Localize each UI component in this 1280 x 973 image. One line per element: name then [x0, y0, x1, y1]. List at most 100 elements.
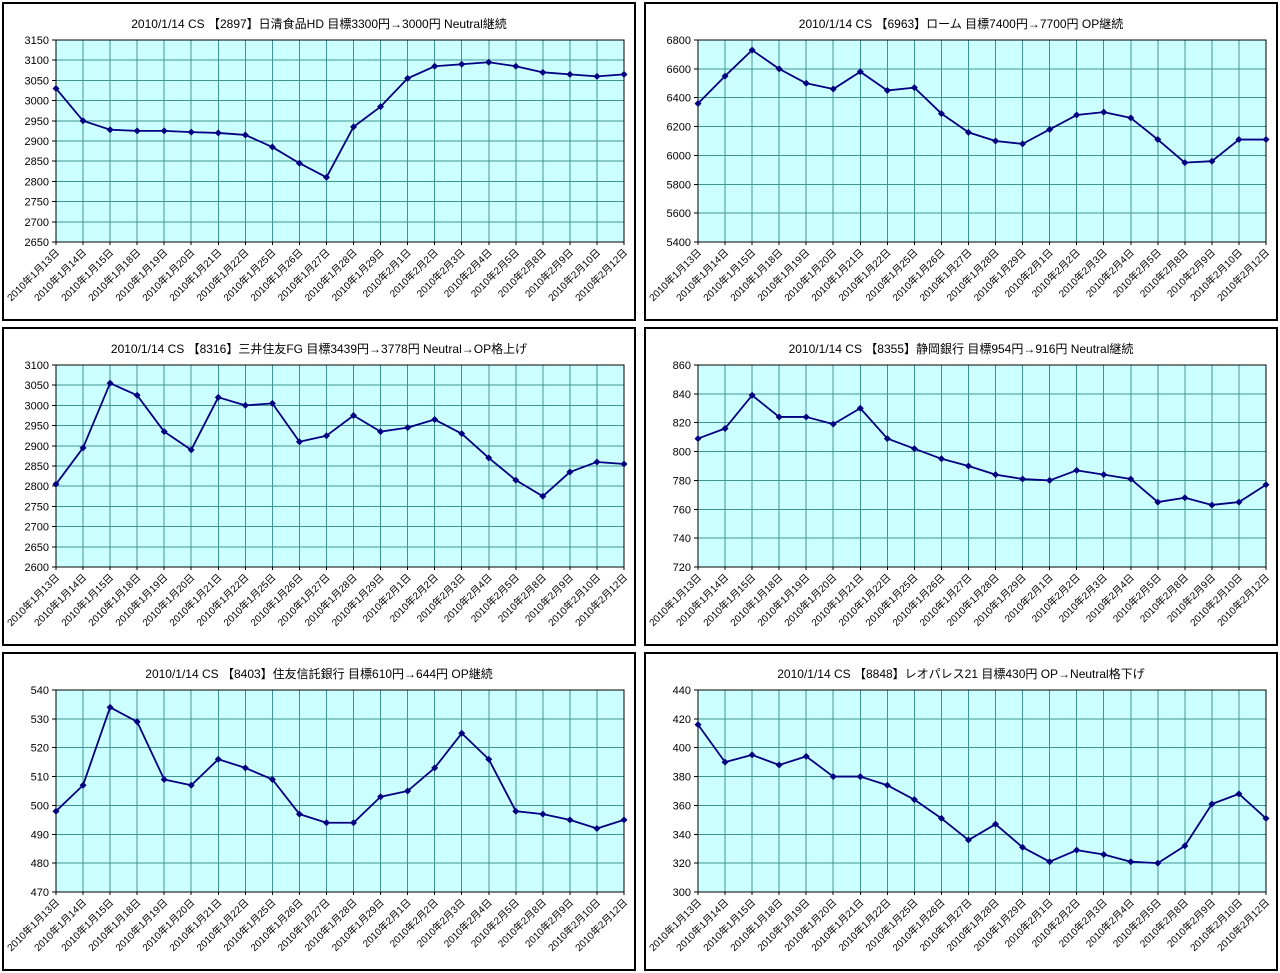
data-point-marker	[187, 128, 195, 136]
data-point-marker	[1019, 140, 1027, 148]
data-point-marker	[377, 103, 385, 111]
svg-text:2600: 2600	[25, 562, 49, 574]
svg-text:860: 860	[673, 360, 691, 372]
chart-title-8848: 2010/1/14 CS 【8848】レオパレス21 目標430円 OP→Neu…	[777, 667, 1145, 681]
y-axis-labels: 720 740 760 780 800 820 840 860	[673, 360, 691, 574]
svg-text:470: 470	[31, 887, 49, 899]
data-point-marker	[694, 435, 702, 443]
y-axis-labels: 470 480 490 500 510 520 530 540	[31, 685, 49, 899]
data-point-marker	[748, 751, 756, 759]
svg-text:2750: 2750	[25, 197, 49, 209]
data-point-marker	[322, 173, 330, 181]
axis-ticks	[52, 39, 625, 245]
data-point-marker	[1073, 466, 1081, 474]
svg-text:3100: 3100	[25, 55, 49, 67]
data-point-marker	[620, 460, 628, 468]
svg-text:3050: 3050	[25, 75, 49, 87]
series-markers	[694, 391, 1270, 509]
svg-text:2650: 2650	[25, 542, 49, 554]
data-point-marker	[512, 807, 520, 815]
svg-text:840: 840	[673, 389, 691, 401]
data-point-marker	[1100, 471, 1108, 479]
line-chart-2897: 2650 2700 2750 2800 2850 2900 2950 3000 3050 3100…	[4, 35, 630, 304]
x-axis-labels: 2010年1月13日2010年1月14日2010年1月15日2010年1月18日…	[646, 246, 1272, 304]
data-point-marker	[295, 438, 303, 446]
data-point-marker	[1208, 157, 1216, 165]
svg-text:530: 530	[31, 714, 49, 726]
data-point-marker	[1181, 494, 1189, 502]
data-point-marker	[964, 462, 972, 470]
data-point-marker	[79, 444, 87, 452]
plot-border	[697, 689, 1267, 893]
data-point-marker	[214, 129, 222, 137]
series-markers	[52, 379, 628, 500]
data-point-marker	[566, 70, 574, 78]
data-point-marker	[404, 74, 412, 82]
data-point-marker	[295, 159, 303, 167]
series-line	[697, 49, 1266, 164]
data-point-marker	[721, 758, 729, 766]
data-point-marker	[620, 816, 628, 824]
data-point-marker	[1208, 800, 1216, 808]
svg-text:3100: 3100	[25, 360, 49, 372]
data-point-marker	[694, 721, 702, 729]
chart-title-8355: 2010/1/14 CS 【8355】静岡銀行 目標954円→916円 Neut…	[788, 342, 1134, 356]
data-point-marker	[1235, 790, 1243, 798]
data-point-marker	[802, 413, 810, 421]
data-point-marker	[910, 445, 918, 453]
x-axis-labels: 2010年1月13日2010年1月14日2010年1月15日2010年1月18日…	[4, 246, 630, 304]
data-point-marker	[910, 796, 918, 804]
data-point-marker	[431, 416, 439, 424]
svg-text:2700: 2700	[25, 522, 49, 534]
svg-text:2800: 2800	[25, 176, 49, 188]
chart-panel-6963: 2010/1/14 CS 【6963】ローム 目標7400円→7700円 OP継…	[644, 2, 1278, 321]
data-point-marker	[1073, 846, 1081, 854]
data-point-marker	[458, 60, 466, 68]
svg-text:6400: 6400	[667, 93, 691, 105]
data-point-marker	[458, 430, 466, 438]
svg-text:440: 440	[673, 685, 691, 697]
data-point-marker	[1154, 859, 1162, 867]
data-point-marker	[268, 399, 276, 407]
data-point-marker	[106, 703, 114, 711]
svg-text:720: 720	[673, 562, 691, 574]
data-point-marker	[404, 424, 412, 432]
data-point-marker	[404, 787, 412, 795]
data-point-marker	[241, 764, 249, 772]
data-point-marker	[748, 391, 756, 399]
data-point-marker	[937, 110, 945, 118]
x-axis-labels: 2010年1月13日2010年1月14日2010年1月15日2010年1月18日…	[4, 896, 630, 954]
data-point-marker	[79, 117, 87, 125]
svg-text:2800: 2800	[25, 481, 49, 493]
chart-title-2897: 2010/1/14 CS 【2897】日清食品HD 目標3300円→3000円 …	[131, 17, 507, 31]
data-point-marker	[1235, 136, 1243, 144]
y-axis-labels: 300 320 340 360 380 400 420 440	[673, 685, 691, 899]
svg-text:510: 510	[31, 772, 49, 784]
data-point-marker	[748, 46, 756, 54]
data-point-marker	[1127, 475, 1135, 483]
series-markers	[52, 703, 628, 833]
svg-text:3000: 3000	[25, 400, 49, 412]
series-line	[55, 382, 625, 498]
chart-panel-8848: 2010/1/14 CS 【8848】レオパレス21 目標430円 OP→Neu…	[644, 652, 1278, 971]
series-markers	[694, 721, 1270, 867]
svg-text:740: 740	[673, 533, 691, 545]
data-point-marker	[350, 819, 358, 827]
data-point-marker	[1019, 475, 1027, 483]
data-point-marker	[992, 137, 1000, 145]
x-axis-labels: 2010年1月13日2010年1月14日2010年1月15日2010年1月18日…	[4, 571, 630, 629]
svg-text:6600: 6600	[667, 64, 691, 76]
data-point-marker	[187, 446, 195, 454]
y-axis-labels: 2600 2650 2700 2750 2800 2850 2900 2950 3000 3050…	[25, 360, 49, 574]
svg-text:6800: 6800	[667, 35, 691, 47]
line-chart-8403: 470 480 490 500 510 520 530 540 2010年1月13日2010年1…	[4, 685, 630, 954]
svg-text:2850: 2850	[25, 461, 49, 473]
svg-text:520: 520	[31, 743, 49, 755]
data-point-marker	[910, 84, 918, 92]
data-point-marker	[52, 807, 60, 815]
data-point-marker	[937, 455, 945, 463]
data-point-marker	[512, 476, 520, 484]
data-point-marker	[512, 62, 520, 70]
data-point-marker	[829, 773, 837, 781]
